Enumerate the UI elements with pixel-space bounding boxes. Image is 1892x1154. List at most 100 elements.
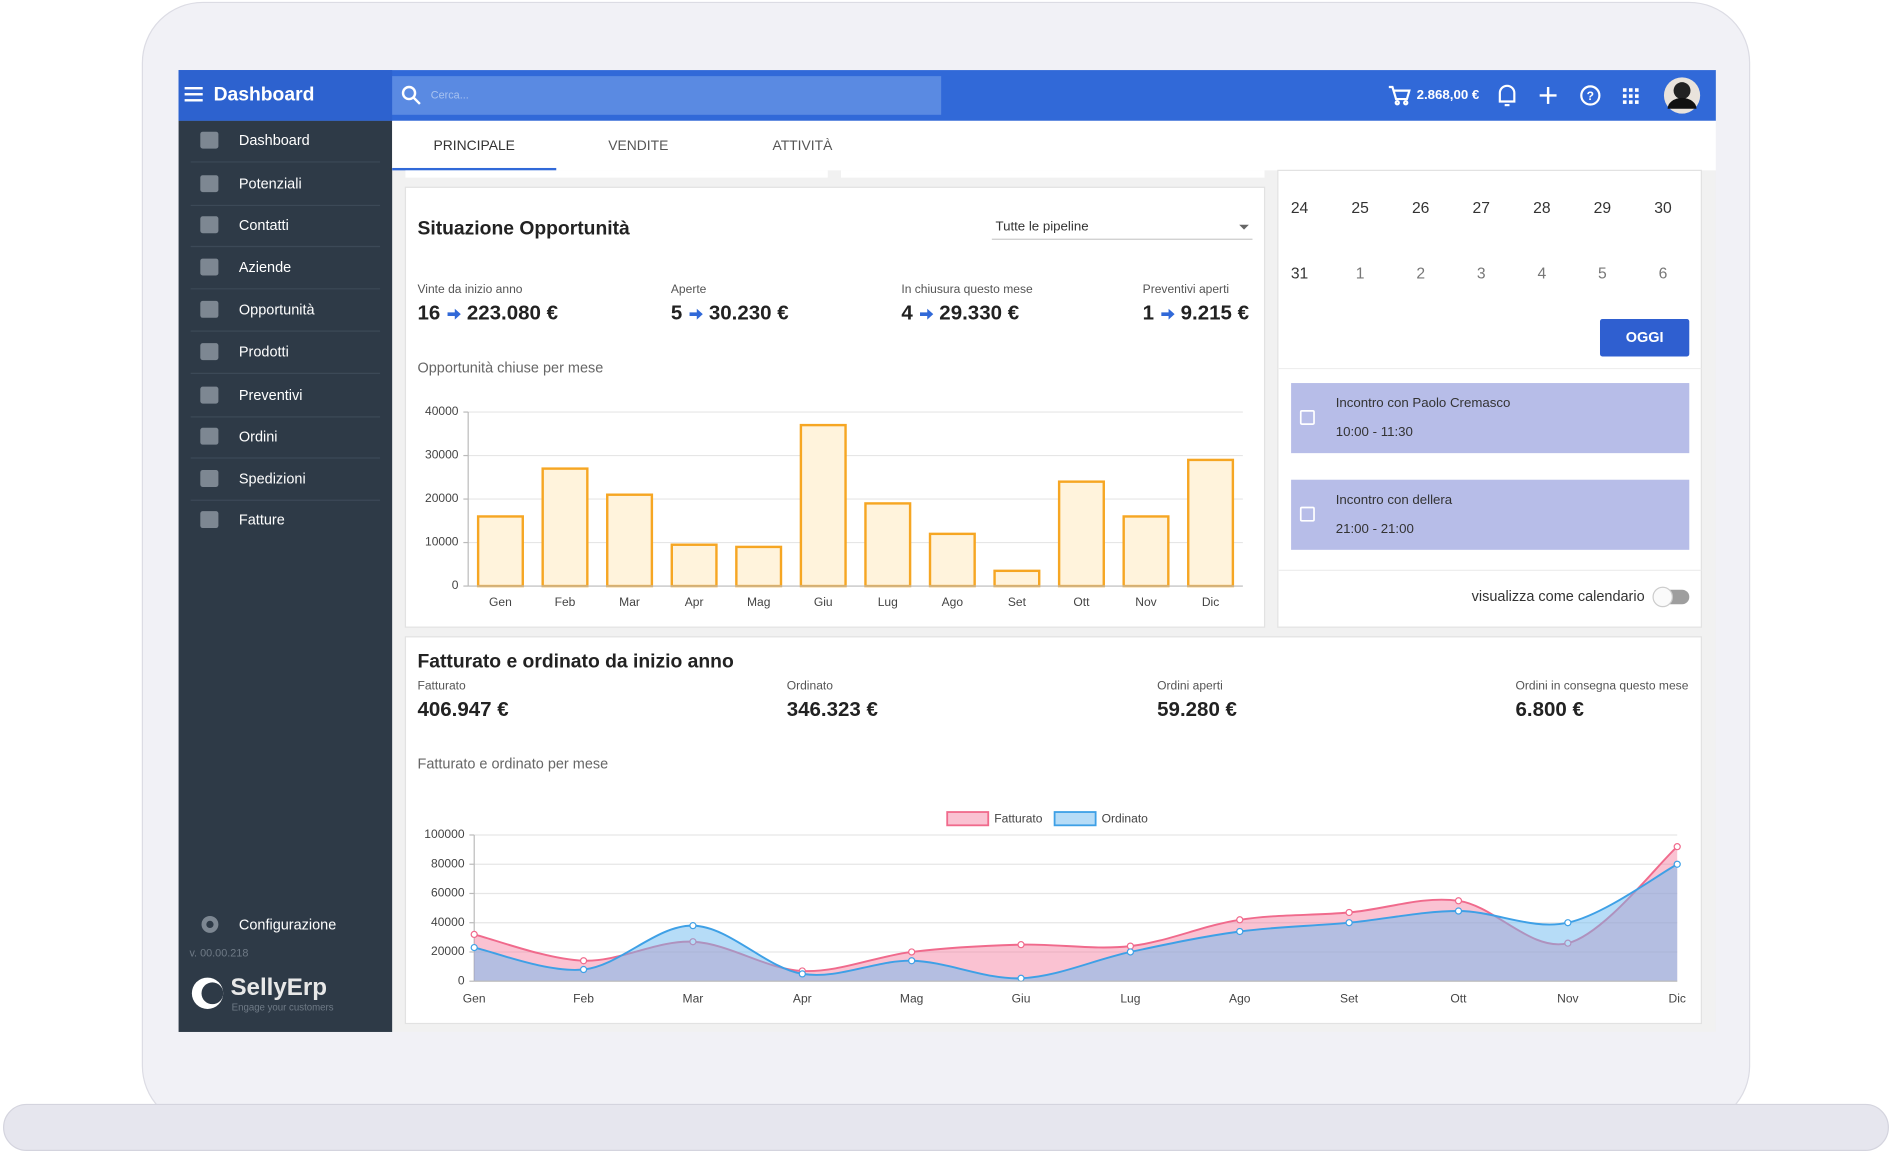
event-time: 10:00 - 11:30 bbox=[1336, 424, 1413, 439]
today-button[interactable] bbox=[1599, 319, 1690, 357]
arrow-icon bbox=[920, 308, 934, 320]
active-tab-indicator bbox=[392, 167, 557, 171]
calendar-day[interactable]: 5 bbox=[1598, 265, 1607, 282]
menu-icon bbox=[200, 427, 219, 445]
kpi-label: Ordini in consegna questo mese bbox=[1516, 679, 1689, 693]
y-tick-label: 40000 bbox=[431, 915, 465, 929]
kpi-value: 406.947 € bbox=[417, 698, 509, 721]
bar bbox=[606, 493, 654, 588]
settings-icon bbox=[201, 915, 219, 933]
calendar-day[interactable]: 4 bbox=[1537, 265, 1546, 282]
x-tick-label: Feb bbox=[573, 992, 594, 1006]
bar bbox=[993, 569, 1041, 588]
line bbox=[474, 863, 1678, 980]
calendar-day[interactable]: 26 bbox=[1412, 200, 1430, 217]
y-tick-label: 20000 bbox=[425, 491, 459, 505]
pipeline-filter[interactable]: Tutte le pipeline bbox=[995, 219, 1088, 234]
logo: SellyErp bbox=[230, 974, 327, 1001]
point bbox=[1454, 897, 1463, 905]
menu-item[interactable]: Ordini bbox=[239, 429, 278, 445]
x-tick-label: Mar bbox=[683, 992, 704, 1006]
card-edge bbox=[405, 170, 828, 178]
menu-item[interactable]: Potenziali bbox=[239, 177, 302, 193]
point bbox=[1673, 843, 1681, 851]
tab[interactable]: PRINCIPALE bbox=[433, 137, 514, 153]
menu-item[interactable]: Spedizioni bbox=[239, 472, 306, 488]
x-tick-label: Apr bbox=[793, 992, 812, 1006]
settings-label[interactable]: Configurazione bbox=[239, 917, 336, 933]
tab[interactable]: VENDITE bbox=[608, 137, 668, 153]
bar bbox=[799, 423, 847, 588]
calendar-day[interactable]: 24 bbox=[1291, 200, 1309, 217]
calendar-day[interactable]: 27 bbox=[1473, 200, 1490, 217]
version: v. 00.00.218 bbox=[189, 947, 248, 959]
card-title: Fatturato e ordinato da inizio anno bbox=[417, 651, 733, 672]
calendar-day[interactable]: 28 bbox=[1533, 200, 1551, 217]
x-tick-label: Ott bbox=[1073, 595, 1090, 609]
y-tick-label: 20000 bbox=[431, 944, 465, 958]
calendar-day[interactable]: 25 bbox=[1351, 200, 1369, 217]
avatar[interactable] bbox=[1663, 77, 1701, 114]
menu-icon bbox=[200, 300, 219, 318]
y-tick-label: 0 bbox=[452, 578, 459, 592]
menu-icon[interactable] bbox=[184, 87, 203, 102]
search-box[interactable] bbox=[392, 76, 942, 115]
kpi-label: Preventivi aperti bbox=[1143, 282, 1229, 296]
y-tick-label: 30000 bbox=[425, 448, 459, 462]
point bbox=[470, 930, 478, 939]
menu-icon bbox=[200, 131, 219, 149]
menu-item[interactable]: Fatture bbox=[239, 513, 285, 529]
calendar-day[interactable]: 2 bbox=[1416, 265, 1425, 282]
calendar-day[interactable]: 1 bbox=[1356, 265, 1365, 282]
kpi-value: 346.323 € bbox=[787, 698, 879, 721]
bar bbox=[864, 502, 912, 588]
x-tick-label: Ago bbox=[942, 595, 964, 609]
x-tick-label: Giu bbox=[1012, 992, 1031, 1006]
legend-label: Ordinato bbox=[1102, 811, 1149, 825]
cart-icon[interactable] bbox=[1388, 85, 1411, 106]
point bbox=[1017, 941, 1025, 949]
search-icon bbox=[401, 85, 421, 105]
event[interactable] bbox=[1291, 383, 1690, 454]
toggle-thumb[interactable] bbox=[1652, 586, 1673, 608]
menu-item[interactable]: Prodotti bbox=[239, 345, 289, 361]
menu-item[interactable]: Contatti bbox=[239, 218, 289, 234]
y-tick-label: 80000 bbox=[431, 856, 465, 870]
today-button-label: OGGI bbox=[1626, 330, 1664, 346]
calendar-day[interactable]: 29 bbox=[1594, 200, 1611, 217]
point bbox=[579, 957, 588, 965]
menu-item[interactable]: Opportunità bbox=[239, 302, 316, 318]
x-tick-label: Mag bbox=[900, 992, 923, 1006]
calendar-day[interactable]: 6 bbox=[1659, 265, 1668, 282]
calendar-day[interactable]: 30 bbox=[1654, 200, 1672, 217]
x-tick-label: Dic bbox=[1669, 992, 1686, 1006]
menu-item[interactable]: Dashboard bbox=[239, 133, 310, 149]
bar bbox=[670, 543, 718, 588]
help-icon[interactable]: ? bbox=[1580, 85, 1601, 106]
add-icon[interactable] bbox=[1539, 87, 1557, 104]
laptop-base bbox=[3, 1103, 1889, 1151]
menu-item[interactable]: Preventivi bbox=[239, 388, 303, 404]
point bbox=[689, 922, 697, 930]
apps-icon[interactable] bbox=[1622, 88, 1639, 104]
calendar-day[interactable]: 3 bbox=[1477, 265, 1486, 282]
kpi-value: 59.280 € bbox=[1157, 698, 1237, 721]
point bbox=[908, 957, 916, 965]
kpi-amount: 29.330 € bbox=[939, 302, 1019, 325]
event[interactable] bbox=[1291, 479, 1690, 550]
event-icon bbox=[1299, 410, 1315, 425]
point bbox=[1236, 927, 1244, 936]
x-tick-label: Feb bbox=[555, 595, 576, 609]
menu-item[interactable]: Aziende bbox=[239, 260, 291, 276]
point bbox=[1017, 974, 1025, 982]
point bbox=[470, 943, 478, 952]
bell-icon[interactable] bbox=[1498, 84, 1516, 107]
tab[interactable]: ATTIVITÀ bbox=[772, 137, 833, 153]
kpi-value: 6.800 € bbox=[1516, 698, 1585, 721]
svg-text:?: ? bbox=[1587, 89, 1594, 103]
kpi-label: Fatturato bbox=[417, 679, 466, 693]
point bbox=[579, 965, 588, 974]
x-tick-label: Lug bbox=[1120, 992, 1140, 1006]
calendar-day[interactable]: 31 bbox=[1291, 265, 1308, 282]
search-placeholder: Cerca... bbox=[431, 89, 469, 101]
